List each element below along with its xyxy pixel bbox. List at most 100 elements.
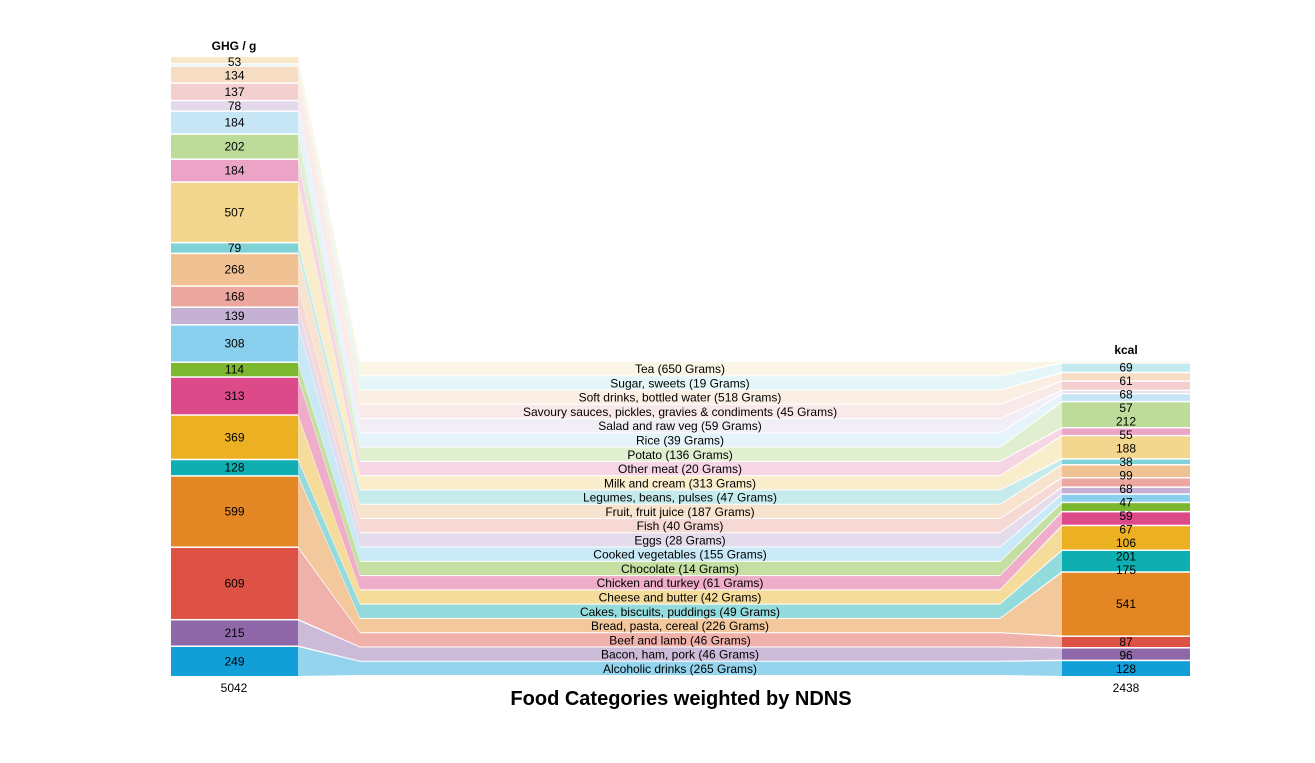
kcal-bar-segment bbox=[1062, 661, 1190, 676]
right-link bbox=[1000, 363, 1062, 390]
kcal-bar-segment bbox=[1062, 459, 1190, 465]
kcal-value-label: 99 bbox=[1119, 469, 1133, 483]
kcal-value-label: 47 bbox=[1119, 496, 1133, 510]
category-label: Other meat (20 Grams) bbox=[618, 462, 742, 476]
left-link bbox=[298, 101, 360, 433]
category-band bbox=[360, 461, 1000, 476]
kcal-bar-segment bbox=[1062, 465, 1190, 477]
ghg-value-label: 184 bbox=[224, 116, 244, 130]
chart-title: Food Categories weighted by NDNS bbox=[510, 688, 851, 710]
kcal-value-label: 212 bbox=[1116, 415, 1136, 429]
kcal-value-label: 61 bbox=[1119, 374, 1133, 388]
kcal-bar-segment bbox=[1062, 362, 1190, 363]
ghg-bar-segment bbox=[171, 134, 298, 159]
category-label: Milk and cream (313 Grams) bbox=[604, 476, 756, 490]
right-link bbox=[1000, 478, 1062, 533]
kcal-value-label: 38 bbox=[1119, 455, 1133, 469]
right-link bbox=[1000, 526, 1062, 604]
category-band bbox=[360, 661, 1000, 675]
category-label: Bread, pasta, cereal (226 Grams) bbox=[591, 619, 769, 633]
right-link bbox=[1000, 402, 1062, 461]
category-band bbox=[360, 633, 1000, 647]
kcal-bar-segment bbox=[1062, 436, 1190, 459]
category-band bbox=[360, 533, 1000, 547]
category-label: Fish (40 Grams) bbox=[637, 519, 724, 533]
right-link bbox=[1000, 647, 1062, 661]
kcal-value-label: 67 bbox=[1119, 523, 1133, 537]
kcal-bar-segment bbox=[1062, 428, 1190, 435]
kcal-value-label: 128 bbox=[1116, 662, 1136, 676]
right-link bbox=[1000, 661, 1062, 676]
ghg-value-label: 139 bbox=[224, 309, 244, 323]
kcal-bar-segment bbox=[1062, 373, 1190, 381]
left-link bbox=[298, 460, 360, 618]
right-link bbox=[1000, 459, 1062, 504]
kcal-bar-segment bbox=[1062, 550, 1190, 572]
category-label: Rice (39 Grams) bbox=[636, 434, 724, 448]
kcal-bar-segment bbox=[1062, 572, 1190, 636]
ghg-bar-segment bbox=[171, 307, 298, 325]
ghg-value-label: 202 bbox=[224, 140, 244, 154]
category-band bbox=[360, 433, 1000, 447]
category-label: Chicken and turkey (61 Grams) bbox=[597, 576, 764, 590]
category-label: Cheese and butter (42 Grams) bbox=[599, 591, 762, 605]
right-link bbox=[1000, 633, 1062, 648]
ghg-bar-segment bbox=[171, 476, 298, 547]
kcal-value-label: 55 bbox=[1119, 428, 1133, 442]
ghg-bar-segment bbox=[171, 159, 298, 182]
category-label: Eggs (28 Grams) bbox=[634, 533, 725, 547]
ghg-bar-segment bbox=[171, 286, 298, 307]
ghg-bar-segment bbox=[171, 646, 298, 676]
category-label: Sugar, sweets (19 Grams) bbox=[610, 376, 749, 390]
category-band bbox=[360, 362, 1000, 376]
ghg-value-label: 184 bbox=[224, 164, 244, 178]
kcal-value-label: 87 bbox=[1119, 635, 1133, 649]
left-link bbox=[298, 620, 360, 661]
left-link bbox=[298, 254, 360, 518]
right-total: 2438 bbox=[1113, 681, 1140, 695]
category-band bbox=[360, 618, 1000, 633]
category-label: Chocolate (14 Grams) bbox=[621, 562, 739, 576]
right-link bbox=[1000, 503, 1062, 576]
left-link bbox=[298, 363, 360, 576]
category-band bbox=[360, 376, 1000, 390]
left-link bbox=[298, 83, 360, 419]
category-band bbox=[360, 604, 1000, 618]
ghg-value-label: 114 bbox=[225, 363, 244, 377]
left-link bbox=[298, 286, 360, 533]
category-label: Tea (650 Grams) bbox=[635, 362, 725, 376]
ghg-bar-segment bbox=[171, 111, 298, 134]
right-link bbox=[1000, 362, 1062, 376]
left-link bbox=[298, 646, 360, 676]
left-link bbox=[298, 159, 360, 476]
kcal-bar-segment bbox=[1062, 363, 1190, 372]
kcal-value-label: 57 bbox=[1119, 401, 1133, 415]
left-link bbox=[298, 415, 360, 604]
left-link bbox=[298, 243, 360, 504]
kcal-bar-segment bbox=[1062, 391, 1190, 393]
category-label: Soft drinks, bottled water (518 Grams) bbox=[579, 391, 782, 405]
ghg-value-label: 313 bbox=[224, 389, 244, 403]
category-band bbox=[360, 647, 1000, 661]
ghg-bar-segment bbox=[171, 66, 298, 83]
kcal-bar-segment bbox=[1062, 636, 1190, 648]
kcal-bar-segment bbox=[1062, 503, 1190, 511]
kcal-value-label: 106 bbox=[1116, 536, 1136, 550]
left-total: 5042 bbox=[221, 681, 248, 695]
left-link bbox=[298, 64, 360, 390]
ghg-value-label: 53 bbox=[228, 55, 242, 69]
ghg-bar-segment bbox=[171, 547, 298, 619]
category-label: Salad and raw veg (59 Grams) bbox=[598, 419, 761, 433]
category-label: Fruit, fruit juice (187 Grams) bbox=[605, 505, 754, 519]
category-band bbox=[360, 519, 1000, 533]
ghg-value-label: 134 bbox=[224, 69, 244, 83]
right-link bbox=[1000, 487, 1062, 547]
kcal-bar-segment bbox=[1062, 648, 1190, 660]
category-band bbox=[360, 447, 1000, 461]
ghg-value-label: 268 bbox=[224, 263, 244, 277]
kcal-bar-segment bbox=[1062, 487, 1190, 494]
kcal-value-label: 201 bbox=[1116, 550, 1136, 564]
ghg-bar-segment bbox=[171, 325, 298, 362]
kcal-bar-segment bbox=[1062, 478, 1190, 487]
right-link bbox=[1000, 436, 1062, 490]
